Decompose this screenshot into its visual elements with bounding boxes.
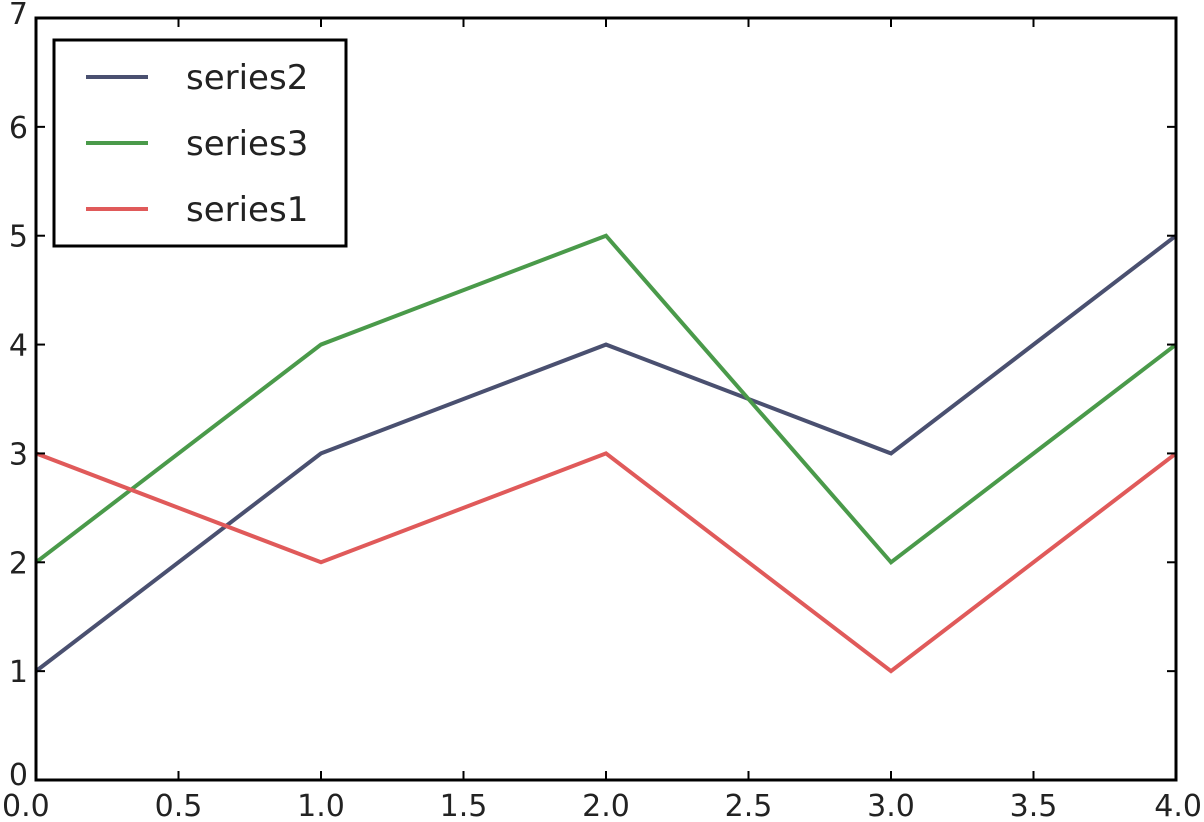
y-tick-label: 3 xyxy=(9,437,28,472)
x-tick-label: 1.5 xyxy=(440,789,488,822)
series-line-series1 xyxy=(35,451,1178,674)
y-tick-label: 5 xyxy=(9,220,28,255)
x-tick-label: 2.0 xyxy=(582,789,630,822)
y-tick-label: 0 xyxy=(9,758,28,793)
x-tick-label: 4.0 xyxy=(1154,789,1202,822)
x-tick-label: 3.5 xyxy=(1010,789,1058,822)
legend-label-series3: series3 xyxy=(186,124,308,164)
series-line-series3 xyxy=(34,233,1178,566)
x-tick-label: 2.5 xyxy=(725,789,773,822)
legend-label-series1: series1 xyxy=(186,190,308,230)
y-tick-label: 4 xyxy=(9,329,28,364)
y-tick-label: 2 xyxy=(9,546,28,581)
x-tick-label: 1.0 xyxy=(297,789,345,822)
y-tick-label: 7 xyxy=(9,0,28,32)
x-tick-label: 0.0 xyxy=(2,789,50,822)
legend: series2 series3 series1 xyxy=(52,38,348,248)
y-tick-label: 6 xyxy=(9,111,28,146)
series-layer xyxy=(34,233,1178,674)
y-tick-label: 1 xyxy=(9,655,28,690)
x-tick-label: 3.0 xyxy=(867,789,915,822)
legend-label-series2: series2 xyxy=(186,58,308,98)
x-tick-label: 0.5 xyxy=(155,789,203,822)
